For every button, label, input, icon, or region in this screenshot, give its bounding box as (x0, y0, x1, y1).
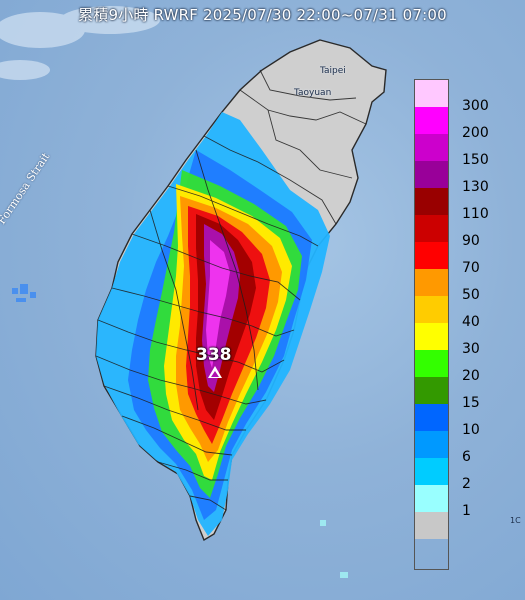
legend-label: 300 (462, 98, 489, 114)
legend-swatch (415, 80, 448, 107)
edge-mark: 1C (510, 516, 521, 525)
peak-marker-inner (211, 371, 219, 377)
terrain-texture (0, 6, 160, 80)
taipei-label: Taipei (320, 66, 346, 76)
legend-label: 10 (462, 422, 480, 438)
legend-label: 200 (462, 125, 489, 141)
legend-label: 110 (462, 206, 489, 222)
legend-swatch (415, 188, 448, 215)
legend-label: 150 (462, 152, 489, 168)
legend-swatch (415, 458, 448, 485)
legend-label: 40 (462, 314, 480, 330)
legend-swatch (415, 296, 448, 323)
legend-swatch (415, 512, 448, 539)
rain-magenta-layer (206, 240, 230, 368)
taoyuan-label: Taoyuan (294, 88, 332, 98)
legend-swatch (415, 404, 448, 431)
legend-swatch (415, 377, 448, 404)
legend-swatch (415, 161, 448, 188)
peak-value: 338 (196, 345, 232, 365)
legend-label: 50 (462, 287, 480, 303)
legend-swatch (415, 485, 448, 512)
legend-swatch (415, 107, 448, 134)
legend-label: 70 (462, 260, 480, 276)
legend-swatch (415, 134, 448, 161)
legend-color-bar (414, 79, 449, 570)
county-borders (95, 69, 367, 511)
legend-label: 15 (462, 395, 480, 411)
legend-swatch (415, 269, 448, 296)
legend-labels: 300 200 150 130 110 90 70 50 40 30 20 15 10 6 2 1 (462, 99, 522, 531)
legend-swatch (415, 350, 448, 377)
legend-label: 130 (462, 179, 489, 195)
orchid-island (340, 572, 348, 578)
legend-label: 2 (462, 476, 471, 492)
map-title: 累積9小時 RWRF 2025/07/30 22:00~07/31 07:00 (78, 6, 447, 24)
legend-swatch (415, 242, 448, 269)
legend-label: 90 (462, 233, 480, 249)
penghu-islands (12, 284, 36, 302)
legend-label: 6 (462, 449, 471, 465)
legend-swatch (415, 215, 448, 242)
legend-label: 20 (462, 368, 480, 384)
green-island (320, 520, 326, 526)
legend-label: 1 (462, 503, 471, 519)
legend-swatch (415, 323, 448, 350)
legend-label: 30 (462, 341, 480, 357)
legend-swatch (415, 431, 448, 458)
